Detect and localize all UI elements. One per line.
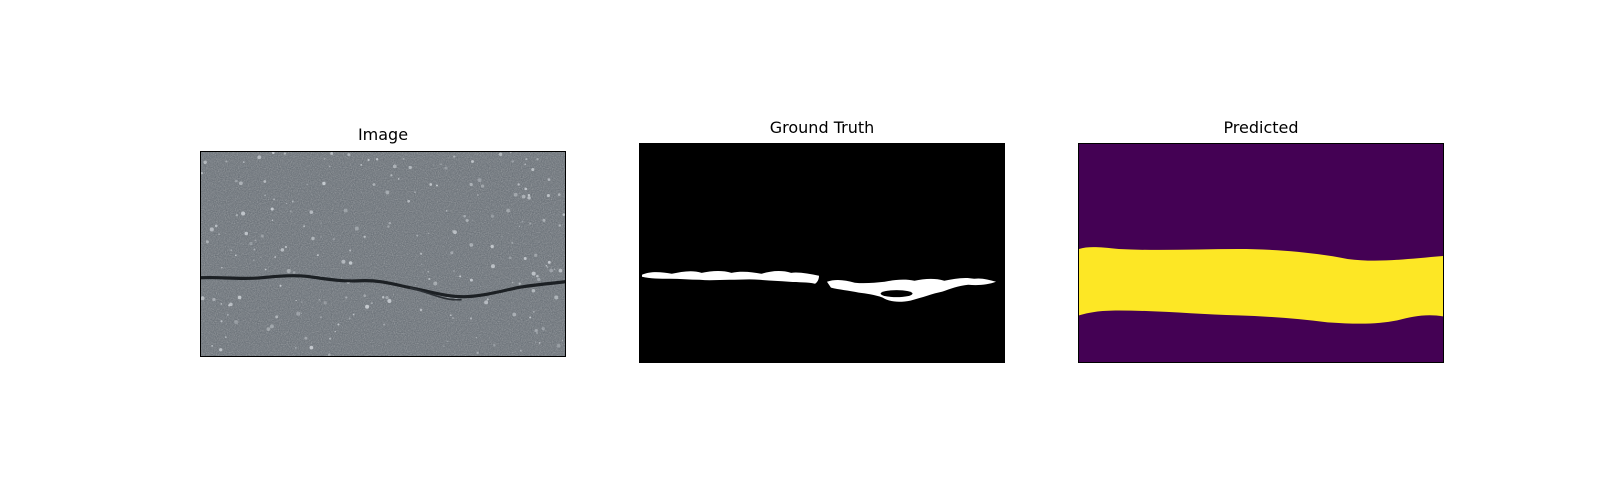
ground-truth-mask bbox=[639, 143, 1005, 363]
panel-ground-truth: Ground Truth bbox=[639, 115, 1005, 365]
panel-title-predicted: Predicted bbox=[1223, 118, 1299, 137]
panel-title-ground-truth: Ground Truth bbox=[769, 118, 875, 137]
panel-image: Image bbox=[200, 122, 566, 358]
asphalt-photo bbox=[200, 151, 566, 357]
predicted-band bbox=[1079, 247, 1443, 324]
crack-mask-left bbox=[641, 270, 820, 284]
panel-title-image: Image bbox=[357, 125, 409, 144]
predicted-mask bbox=[1078, 143, 1444, 363]
panel-predicted: Predicted bbox=[1078, 115, 1444, 365]
crack-mask-right bbox=[826, 277, 997, 302]
crack-line bbox=[201, 274, 565, 299]
